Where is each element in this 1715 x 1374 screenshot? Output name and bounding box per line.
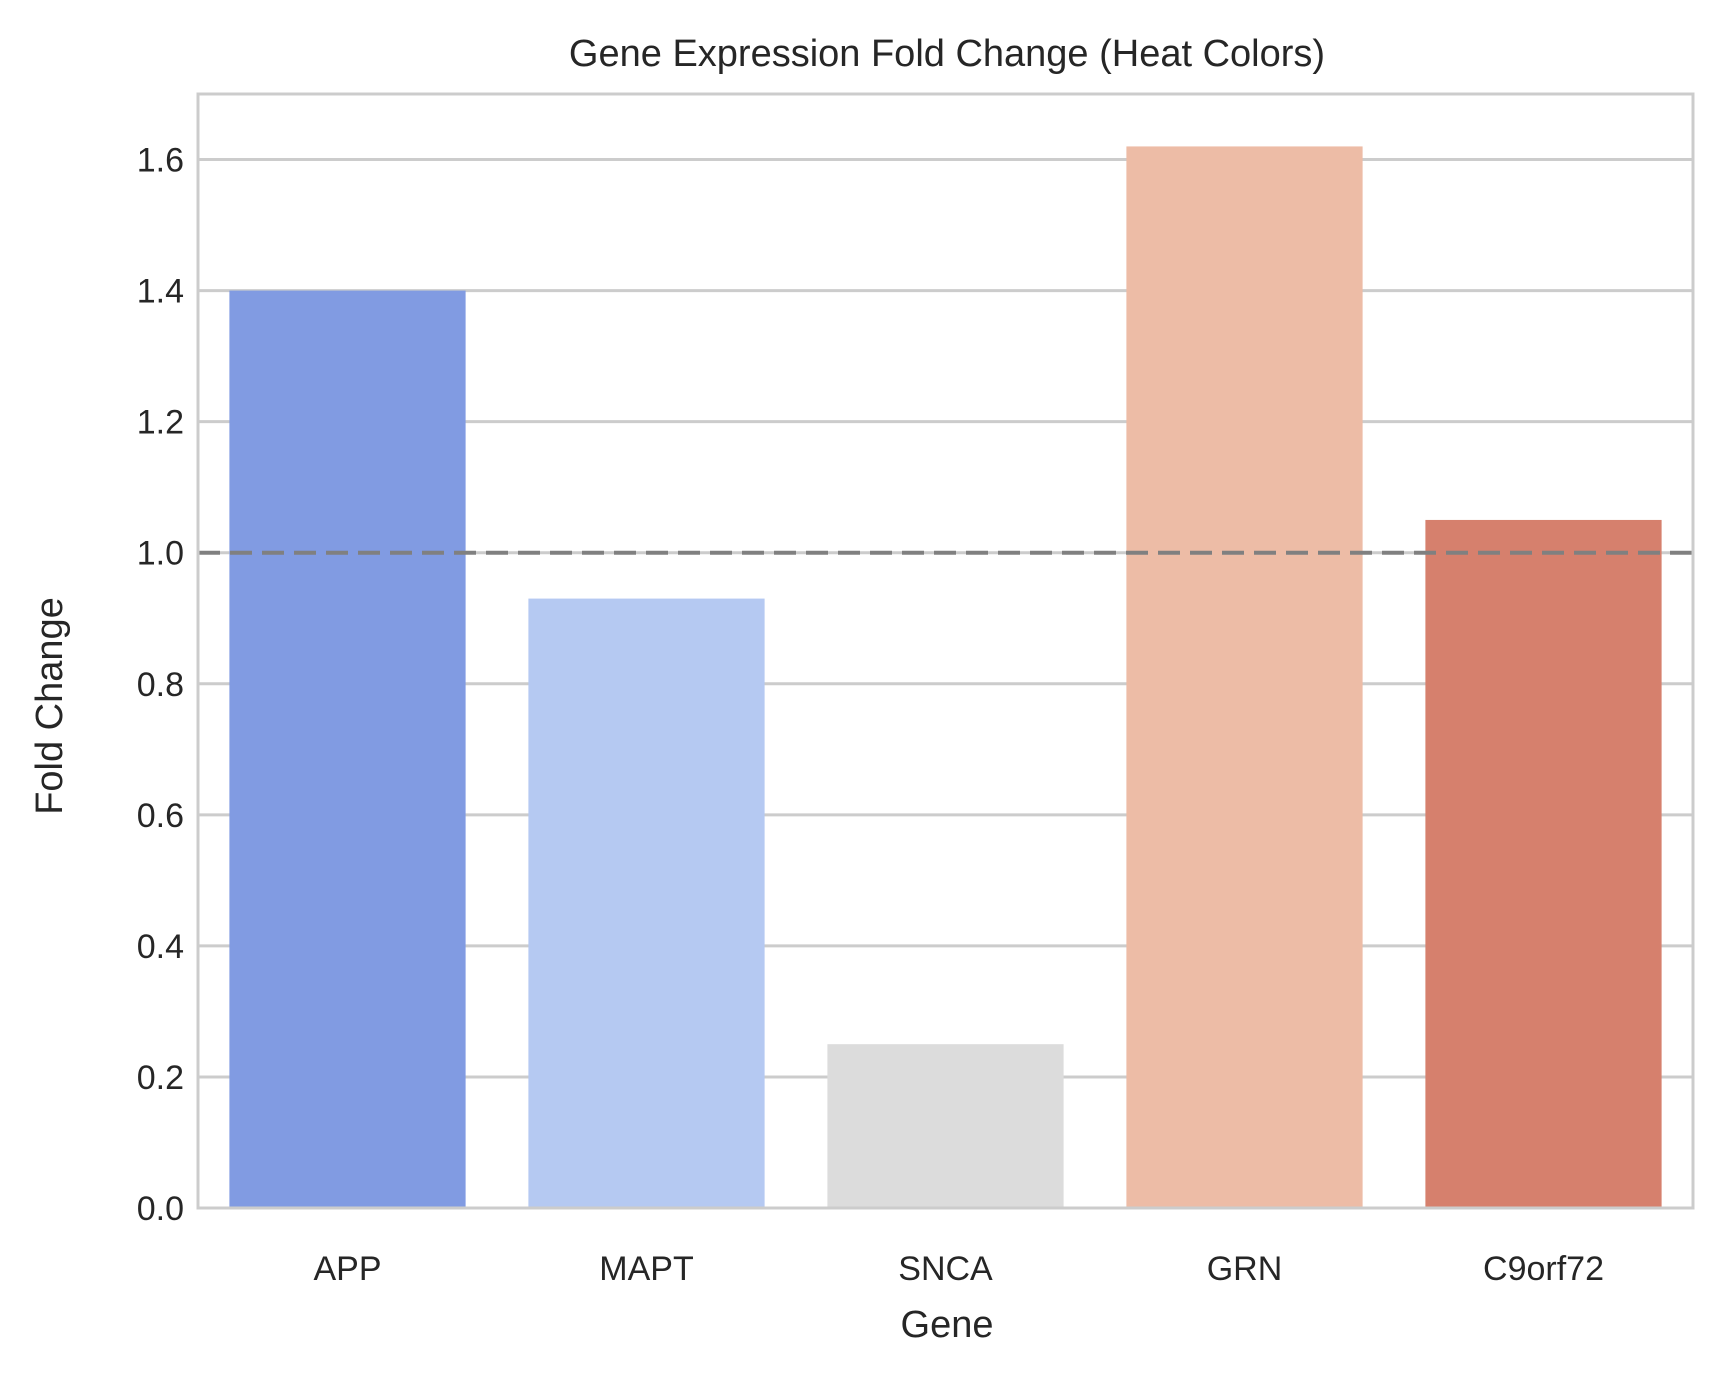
y-tick-label: 1.0 — [137, 535, 184, 573]
x-tick-label: C9orf72 — [1483, 1250, 1604, 1288]
plot-frame — [196, 92, 1695, 1210]
x-tick-label: GRN — [1207, 1250, 1283, 1288]
bar-grn — [1126, 146, 1363, 1208]
y-tick-label: 0.6 — [137, 797, 184, 835]
y-tick-label: 0.8 — [137, 666, 184, 704]
x-tick-label: APP — [313, 1250, 381, 1288]
y-tick-label: 0.4 — [137, 928, 184, 966]
y-tick-label: 0.2 — [137, 1059, 184, 1097]
y-tick-label: 1.6 — [137, 142, 184, 180]
bars — [229, 146, 1662, 1208]
y-tick-label: 1.4 — [137, 273, 184, 311]
bar-snca — [827, 1044, 1064, 1208]
y-tick-label: 0.0 — [137, 1190, 184, 1228]
y-tick-labels: 0.0 0.2 0.4 0.6 0.8 1.0 1.2 1.4 1.6 — [137, 142, 184, 1228]
x-tick-label: SNCA — [898, 1250, 993, 1288]
chart-title: Gene Expression Fold Change (Heat Colors… — [569, 33, 1325, 75]
x-tick-labels: APP MAPT SNCA GRN C9orf72 — [313, 1250, 1604, 1288]
x-axis-label: Gene — [901, 1304, 994, 1346]
y-tick-label: 1.2 — [137, 404, 184, 442]
bar-mapt — [528, 598, 765, 1208]
bar-c9orf72 — [1425, 519, 1662, 1208]
x-tick-label: MAPT — [599, 1250, 693, 1288]
bar-app — [229, 290, 466, 1208]
y-axis-label: Fold Change — [29, 597, 71, 815]
